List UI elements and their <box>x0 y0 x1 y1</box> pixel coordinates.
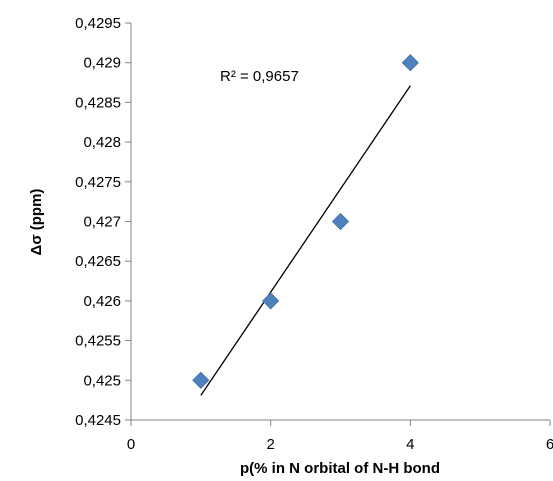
data-point <box>331 212 350 231</box>
y-tick-label: 0,4245 <box>75 412 121 429</box>
y-tick-label: 0,4275 <box>75 174 121 191</box>
x-tick-label: 6 <box>546 436 553 453</box>
y-tick-label: 0,427 <box>83 214 121 231</box>
y-tick-label: 0,4285 <box>75 94 121 111</box>
x-axis: 0 2 4 6 <box>127 419 553 453</box>
y-tick-label: 0,4295 <box>75 15 121 32</box>
y-axis: 0,4245 0,425 0,4255 0,426 0,4265 0,427 0,4275 0… <box>75 15 132 429</box>
y-tick-label: 0,425 <box>83 372 121 389</box>
y-tick-label: 0,4255 <box>75 333 121 350</box>
y-tick-label: 0,428 <box>83 134 121 151</box>
x-tick-group: 0 2 4 6 <box>127 420 553 453</box>
trendline <box>200 85 411 396</box>
x-tick-label: 2 <box>266 436 274 453</box>
data-points <box>192 54 419 389</box>
y-tick-label: 0,429 <box>83 55 121 72</box>
data-point <box>192 371 210 389</box>
x-tick-label: 4 <box>406 436 414 453</box>
y-tick-group: 0,4245 0,425 0,4255 0,426 0,4265 0,427 0,4275 0… <box>75 15 131 429</box>
data-point <box>262 292 280 310</box>
y-tick-label: 0,426 <box>83 293 121 310</box>
x-axis-title: p(% in N orbital of N-H bond <box>240 460 440 477</box>
y-tick-label: 0,4265 <box>75 253 121 270</box>
y-axis-title: Δσ (ppm) <box>28 189 45 256</box>
x-tick-label: 0 <box>127 436 135 453</box>
data-point <box>401 54 419 72</box>
r-squared-annotation: R² = 0,9657 <box>220 68 299 85</box>
